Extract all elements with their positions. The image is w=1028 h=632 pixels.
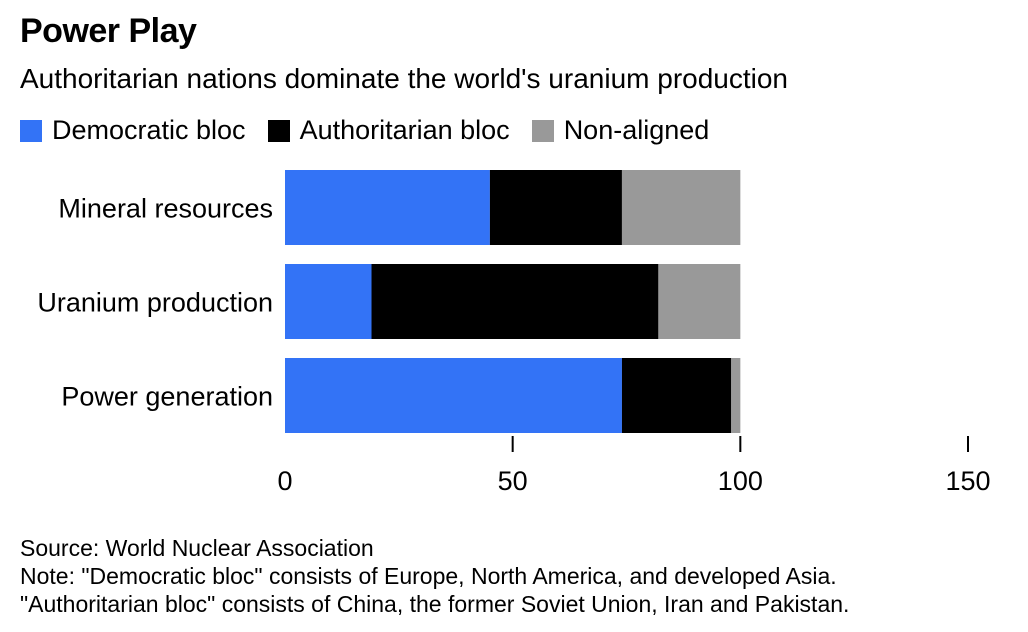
- bar-power-generation-democratic-bloc: [285, 358, 622, 433]
- x-tick-label-50: 50: [498, 466, 528, 496]
- bar-uranium-production-non-aligned: [658, 264, 741, 339]
- x-tick-label-0: 0: [277, 466, 292, 496]
- legend-swatch-authoritarian: [267, 119, 290, 142]
- bar-power-generation-authoritarian-bloc: [621, 358, 732, 433]
- legend-label-democratic: Democratic bloc: [52, 115, 246, 145]
- legend-label-authoritarian: Authoritarian bloc: [299, 115, 510, 145]
- legend-item-democratic: Democratic bloc: [20, 115, 246, 146]
- note-line-2: "Authoritarian bloc" consists of China, …: [20, 591, 850, 617]
- bar-power-generation-non-aligned: [731, 358, 741, 433]
- bar-mineral-resources-authoritarian-bloc: [489, 170, 622, 245]
- legend-item-nonaligned: Non-aligned: [531, 115, 710, 146]
- legend-label-nonaligned: Non-aligned: [563, 115, 710, 145]
- legend-item-authoritarian: Authoritarian bloc: [267, 115, 510, 146]
- stacked-bar-chart: Mineral resources Uranium production Power…: [37, 170, 991, 496]
- footer: Source: World Nuclear Association Note: …: [20, 534, 849, 618]
- chart-subtitle: Authoritarian nations dominate the world…: [20, 63, 789, 94]
- chart-title: Power Play: [20, 12, 197, 50]
- category-label-uranium-production: Uranium production: [37, 288, 273, 318]
- note-line-1: Note: "Democratic bloc" consists of Euro…: [20, 563, 837, 589]
- bar-uranium-production-democratic-bloc: [285, 264, 372, 339]
- x-tick-label-150: 150: [945, 466, 990, 496]
- legend-swatch-democratic: [20, 119, 42, 142]
- bar-mineral-resources-non-aligned: [621, 170, 741, 245]
- bar-mineral-resources-democratic-bloc: [285, 170, 490, 245]
- category-label-power-generation: Power generation: [61, 382, 273, 412]
- category-label-mineral-resources: Mineral resources: [58, 194, 273, 224]
- x-tick-label-100: 100: [718, 466, 763, 496]
- source-note: Source: World Nuclear Association: [20, 535, 374, 561]
- legend-swatch-nonaligned: [531, 119, 554, 142]
- legend: Democratic bloc Authoritarian bloc Non-a…: [20, 115, 731, 146]
- bar-uranium-production-authoritarian-bloc: [371, 264, 659, 339]
